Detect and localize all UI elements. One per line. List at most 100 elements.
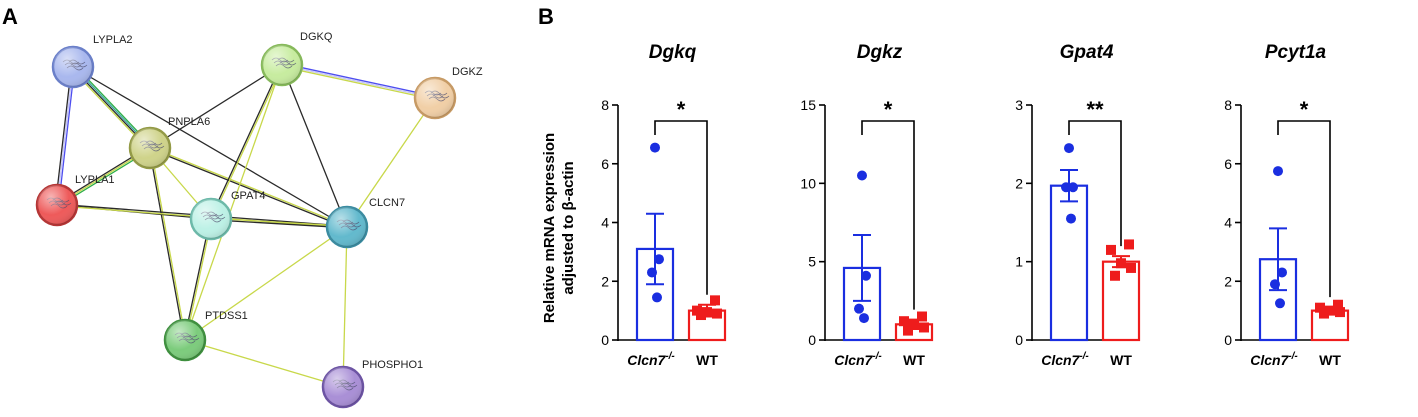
y-tick-label: 0 xyxy=(808,332,816,348)
edge-strand xyxy=(54,66,73,205)
node-dgkz: DGKZ xyxy=(413,66,483,120)
significance-bracket xyxy=(1277,120,1331,298)
x-category-label: WT xyxy=(696,352,718,368)
data-point xyxy=(712,308,722,319)
node-highlight xyxy=(262,45,302,85)
y-tick-label: 5 xyxy=(808,254,816,270)
category-text: Clcn7 xyxy=(1041,352,1080,368)
category-superscript: -/- xyxy=(665,351,675,362)
edge-strand xyxy=(150,147,187,340)
chart-title: Pcyt1a xyxy=(1265,42,1327,63)
edge-pnpla6-ptdss1 xyxy=(148,147,187,341)
node-highlight xyxy=(415,78,455,118)
edge-dgkq-clcn7 xyxy=(281,64,348,228)
network-edges xyxy=(54,62,436,388)
data-point xyxy=(854,303,864,314)
data-point xyxy=(1124,239,1134,250)
category-text: Clcn7 xyxy=(1250,352,1289,368)
category-superscript: -/- xyxy=(1288,351,1298,362)
edge-gpat4-clcn7 xyxy=(210,217,348,229)
node-phospho1: PHOSPHO1 xyxy=(321,359,423,409)
node-highlight xyxy=(165,320,205,360)
significance-marker: * xyxy=(677,97,686,122)
node-label: LYPLA1 xyxy=(75,174,115,186)
data-point xyxy=(654,254,664,265)
chart-pcyt1a: Pcyt1a 0 2 4 6 8 Clcn7-/- WT * xyxy=(1224,42,1350,368)
data-point xyxy=(1315,302,1325,313)
node-pnpla6: PNPLA6 xyxy=(128,116,210,170)
node-label: PTDSS1 xyxy=(205,310,248,322)
significance-bracket xyxy=(654,120,708,295)
edge-strand xyxy=(211,217,348,227)
edge-clcn7-ptdss1 xyxy=(184,226,348,341)
node-dgkq: DGKQ xyxy=(260,31,333,87)
x-category-label: Clcn7-/- xyxy=(1250,351,1298,368)
y-tick-label: 8 xyxy=(601,97,609,113)
data-point xyxy=(1068,182,1078,193)
data-point xyxy=(857,170,867,181)
significance-marker: * xyxy=(884,97,893,122)
y-axis-label-line-2: adjusted to β-actin xyxy=(560,161,577,294)
y-tick-label: 6 xyxy=(601,156,609,172)
y-tick-label: 4 xyxy=(1224,215,1232,231)
data-point xyxy=(1116,258,1126,269)
series-clcn7-ko xyxy=(1049,143,1089,342)
data-point xyxy=(710,295,720,306)
x-category-label: WT xyxy=(1319,352,1341,368)
y-tick-label: 1 xyxy=(1015,254,1023,270)
node-highlight xyxy=(53,47,93,87)
category-text: Clcn7 xyxy=(834,352,873,368)
node-label: GPAT4 xyxy=(231,190,265,202)
panel-label-b: B xyxy=(538,4,554,29)
significance-bracket xyxy=(861,120,915,310)
edge-pnpla6-dgkq xyxy=(149,64,283,149)
edge-strand xyxy=(209,64,282,219)
series-clcn7-ko xyxy=(842,170,882,342)
edge-strand xyxy=(281,64,436,99)
edge-strand xyxy=(184,226,348,341)
network-nodes: LYPLA2 DGKQ DGKZ PNPLA6 LYPLA1 GPAT4 CLCN7 PTDS… xyxy=(35,31,483,409)
series-wt xyxy=(1101,239,1141,342)
y-tick-label: 15 xyxy=(800,97,816,113)
data-point xyxy=(696,310,706,321)
data-point xyxy=(1064,143,1074,154)
edge-pnpla6-clcn7 xyxy=(149,146,348,229)
node-label: DGKZ xyxy=(452,66,483,78)
chart-dgkz: Dgkz 0 5 10 15 Clcn7-/- WT * xyxy=(800,42,934,368)
data-point xyxy=(1277,267,1287,278)
node-label: PNPLA6 xyxy=(168,116,210,128)
data-point xyxy=(647,267,657,278)
node-ptdss1: PTDSS1 xyxy=(163,310,248,362)
y-tick-label: 6 xyxy=(1224,156,1232,172)
series-wt xyxy=(894,311,934,342)
edge-clcn7-phospho1 xyxy=(342,226,348,388)
edge-strand xyxy=(149,64,283,149)
edge-strand xyxy=(72,66,348,228)
node-highlight xyxy=(130,128,170,168)
y-tick-label: 0 xyxy=(1224,332,1232,348)
edge-strand xyxy=(149,148,347,229)
data-point xyxy=(919,322,929,333)
chart-gpat4: Gpat4 0 1 2 3 Clcn7-/- WT ** xyxy=(1015,42,1141,368)
category-superscript: -/- xyxy=(1079,351,1089,362)
node-label: DGKQ xyxy=(300,31,333,43)
y-tick-label: 8 xyxy=(1224,97,1232,113)
data-point xyxy=(861,270,871,281)
series-clcn7-ko xyxy=(635,142,675,342)
chart-title: Dgkq xyxy=(649,42,697,63)
data-point xyxy=(702,307,712,318)
x-category-label: Clcn7-/- xyxy=(834,351,882,368)
protein-interaction-network: LYPLA2 DGKQ DGKZ PNPLA6 LYPLA1 GPAT4 CLCN7 PTDS… xyxy=(35,31,483,409)
node-gpat4: GPAT4 xyxy=(189,190,265,241)
series-clcn7-ko xyxy=(1258,166,1298,342)
bar xyxy=(1101,260,1141,342)
data-point xyxy=(1061,182,1071,193)
y-tick-label: 2 xyxy=(601,273,609,289)
data-point xyxy=(1126,262,1136,273)
category-text: Clcn7 xyxy=(627,352,666,368)
data-point xyxy=(652,292,662,303)
edge-strand xyxy=(210,219,347,229)
data-point xyxy=(1106,244,1116,255)
